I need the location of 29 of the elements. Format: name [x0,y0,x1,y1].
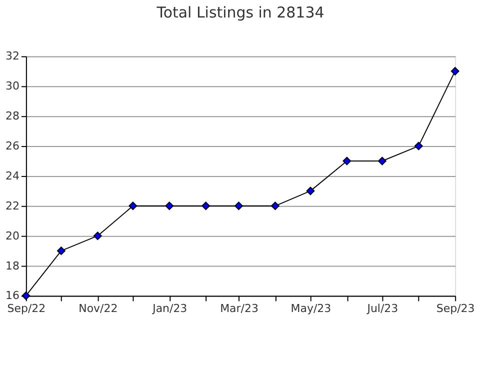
y-tick-label: 18 [5,259,20,272]
x-tick-label: May/23 [290,302,332,316]
point [342,156,352,166]
y-tick-label: 30 [5,80,20,93]
point [270,202,280,210]
point [128,202,138,210]
chart-title: Total Listings in 28134 [156,3,324,22]
y-tick-label: 20 [5,229,20,242]
x-tick-label: Mar/23 [220,302,258,316]
y-tick-label: 22 [5,199,20,212]
point [234,202,243,210]
y-tick-label: 16 [5,289,20,302]
point [450,66,460,76]
y-tick-label: 26 [5,140,20,153]
y-tick-label: 32 [5,50,20,63]
point [57,246,66,256]
point [202,202,210,210]
point [378,156,386,166]
point [93,232,102,240]
x-tick-label: Jul/23 [366,302,398,316]
x-tick-label: Jan/23 [152,302,188,316]
x-tick-label: Sep/23 [436,302,475,316]
point [165,202,174,210]
x-tick-label: Nov/22 [78,302,118,316]
point [306,186,315,196]
x-tick-label: Sep/22 [7,302,46,316]
point [414,142,423,150]
y-tick-label: 28 [5,110,20,123]
y-tick-label: 24 [5,169,20,182]
